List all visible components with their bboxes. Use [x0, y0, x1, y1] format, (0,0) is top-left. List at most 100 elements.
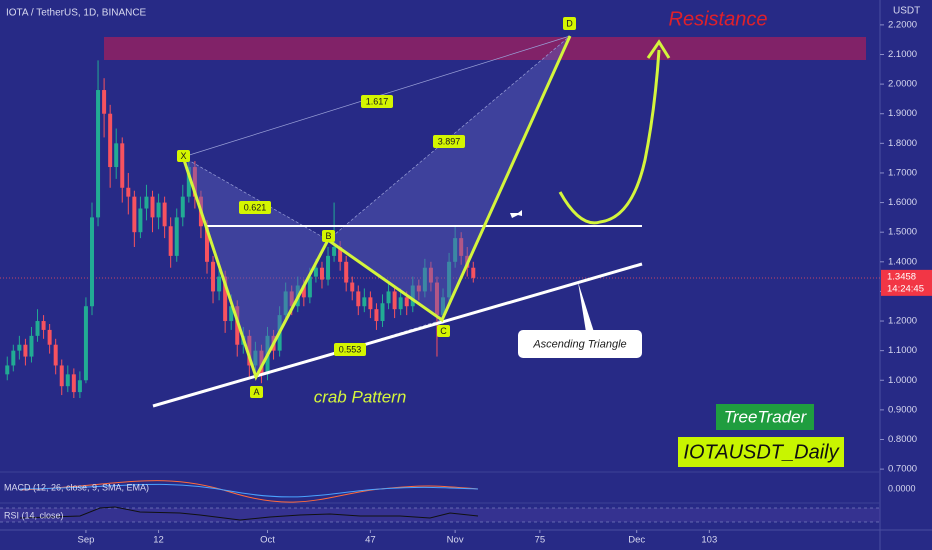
- candle-body: [174, 217, 179, 256]
- candle-body: [114, 143, 119, 168]
- y-tick-label: 1.1000: [888, 345, 917, 356]
- candle-body: [186, 167, 191, 197]
- candle-body: [144, 196, 149, 209]
- candle-body: [410, 285, 415, 307]
- ratio-label: 3.897: [438, 136, 461, 146]
- candle-body: [180, 196, 185, 218]
- macd-tick: 0.0000: [888, 483, 916, 493]
- pattern-fill: [183, 157, 328, 377]
- candle-body: [235, 306, 240, 345]
- projection-arrow: [558, 49, 661, 225]
- point-box: [322, 230, 335, 242]
- candle-body: [204, 226, 209, 262]
- candle-body: [453, 238, 458, 262]
- candle-body: [313, 267, 318, 277]
- candle-body: [332, 246, 337, 256]
- countdown-label: 14:24:45: [887, 283, 924, 294]
- candle-body: [150, 196, 155, 218]
- candle-body: [83, 306, 88, 381]
- candle-body: [108, 113, 113, 168]
- candle-body: [362, 297, 367, 307]
- point-box: [177, 150, 190, 162]
- ratio-box: [361, 95, 393, 108]
- pattern-fill: [328, 36, 570, 320]
- candle-body: [326, 255, 331, 280]
- candle-body: [59, 365, 64, 387]
- ratio-box: [239, 201, 271, 214]
- rsi-line: [19, 506, 479, 521]
- resistance-label: Resistance: [669, 8, 768, 30]
- candle-body: [23, 344, 28, 357]
- candle-body: [96, 90, 101, 218]
- candle-body: [374, 309, 379, 322]
- x-tick-label: Sep: [77, 535, 94, 546]
- candle-body: [192, 167, 197, 197]
- macd-label: MACD (12, 26, close, 9, SMA, EMA): [4, 482, 149, 492]
- candle-body: [344, 261, 349, 283]
- candle-body: [380, 303, 385, 322]
- candle-body: [289, 291, 294, 307]
- candle-body: [223, 276, 228, 322]
- y-tick-label: 1.7000: [888, 167, 917, 178]
- ratio-box: [334, 343, 366, 356]
- candle-body: [47, 329, 52, 345]
- x-tick-label: 12: [153, 535, 164, 546]
- y-tick-label: 2.1000: [888, 49, 917, 60]
- candle-body: [29, 335, 34, 357]
- candle-body: [89, 217, 94, 307]
- triangle-line: [152, 262, 643, 408]
- y-tick-label: 2.2000: [888, 19, 917, 30]
- point-label: B: [325, 231, 331, 241]
- callout-label: Ascending Triangle: [532, 338, 626, 350]
- point-box: [437, 325, 450, 337]
- candle-body: [156, 202, 161, 218]
- candle-body: [404, 297, 409, 307]
- candle-body: [307, 276, 312, 298]
- point-box: [563, 17, 576, 30]
- ratio-box: [433, 135, 465, 148]
- last-price-box: [881, 269, 932, 296]
- candle-body: [211, 261, 216, 292]
- y-tick-label: 1.4000: [888, 256, 917, 267]
- last-price-label: 1.3458: [887, 271, 916, 282]
- candle-body: [434, 282, 439, 316]
- candle-body: [138, 208, 143, 233]
- ratio-label: 1.617: [366, 96, 389, 106]
- candles: [5, 60, 476, 399]
- y-axis-label: USDT: [893, 6, 920, 17]
- x-tick-label: Nov: [447, 535, 464, 546]
- candle-body: [392, 291, 397, 310]
- resistance-zone: [104, 37, 866, 60]
- candle-body: [132, 196, 137, 233]
- candle-body: [53, 344, 58, 366]
- candle-body: [259, 350, 264, 375]
- point-label: A: [253, 387, 259, 397]
- candle-body: [416, 285, 421, 292]
- candle-body: [65, 374, 70, 387]
- point-box: [250, 386, 263, 398]
- candle-body: [459, 238, 464, 256]
- y-tick-label: 1.8000: [888, 138, 917, 149]
- ratio-label: 0.553: [339, 344, 362, 354]
- candle-body: [356, 291, 361, 307]
- ratio-label: 0.621: [244, 202, 267, 212]
- candle-body: [11, 350, 16, 366]
- y-tick-label: 0.7000: [888, 464, 917, 475]
- y-tick-label: 2.0000: [888, 79, 917, 90]
- point-label: C: [440, 326, 447, 336]
- candle-body: [350, 282, 355, 292]
- callout-pointer: [578, 282, 594, 332]
- candle-body: [301, 285, 306, 298]
- y-tick-label: 0.9000: [888, 404, 917, 415]
- arrow-head: [646, 39, 671, 59]
- candle-body: [338, 246, 343, 262]
- candle-body: [120, 143, 125, 188]
- candle-body: [17, 344, 22, 351]
- candle-body: [168, 226, 173, 256]
- x-tick-label: 103: [701, 535, 717, 546]
- candle-body: [247, 335, 252, 366]
- candle-body: [71, 374, 76, 393]
- chart-title: IOTA / TetherUS, 1D, BINANCE: [6, 8, 147, 19]
- ratio-line: [182, 156, 329, 241]
